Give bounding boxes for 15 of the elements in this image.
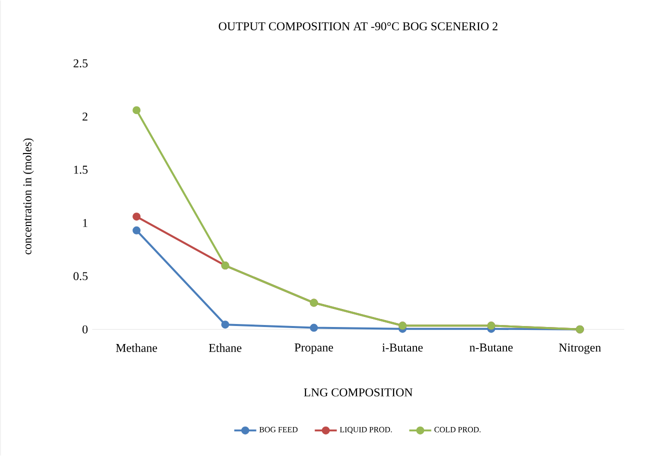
x-tick-label: Propane (294, 344, 334, 354)
y-axis-title: concentration in (moles) (22, 138, 34, 254)
y-tick-label: 1 (83, 219, 88, 227)
y-tick-label: 0.5 (74, 272, 88, 280)
y-tick-label: 0 (82, 325, 88, 334)
y-tick-label: 2.5 (74, 59, 88, 68)
x-tick-label: i-Butane (382, 344, 423, 352)
y-tick-label: 1.5 (74, 166, 88, 174)
chart-title: OUTPUT COMPOSITION AT -90°C BOG SCENERIO 2 (218, 22, 498, 30)
y-tick-label: 2 (82, 112, 88, 121)
x-tick-label: Nitrogen (558, 344, 601, 354)
x-tick-label: Methane (116, 344, 158, 352)
x-axis-title: LNG COMPOSITION (304, 388, 413, 396)
x-tick-label: Ethane (208, 344, 242, 352)
x-tick-label: n-Butane (470, 344, 513, 352)
